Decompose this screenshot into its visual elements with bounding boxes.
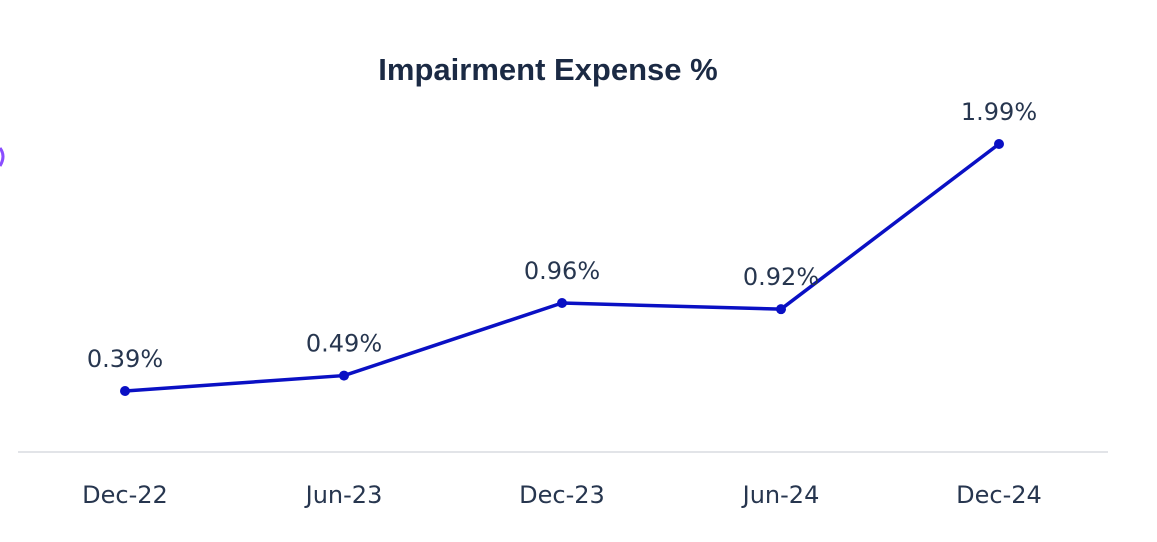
data-point — [120, 386, 130, 396]
x-tick-label: Jun-24 — [741, 481, 820, 509]
x-tick-label: Dec-24 — [956, 481, 1042, 509]
x-tick-label: Dec-23 — [519, 481, 605, 509]
data-label: 1.99% — [961, 98, 1037, 126]
x-tick-label: Dec-22 — [82, 481, 168, 509]
edge-mark — [0, 147, 5, 167]
data-label: 0.92% — [743, 263, 819, 291]
data-point — [994, 139, 1004, 149]
data-label: 0.96% — [524, 257, 600, 285]
x-axis-ticks: Dec-22 Jun-23 Dec-23 Jun-24 Dec-24 — [82, 481, 1042, 509]
x-tick-label: Jun-23 — [304, 481, 383, 509]
data-label: 0.49% — [306, 330, 382, 358]
data-point — [557, 298, 567, 309]
data-label: 0.39% — [87, 345, 163, 373]
data-point — [339, 370, 349, 381]
data-point — [776, 304, 786, 315]
series-layer: 0.39% 0.49% 0.96% 0.92% 1.99% — [87, 98, 1037, 396]
chart-title: Impairment Expense % — [378, 52, 717, 87]
